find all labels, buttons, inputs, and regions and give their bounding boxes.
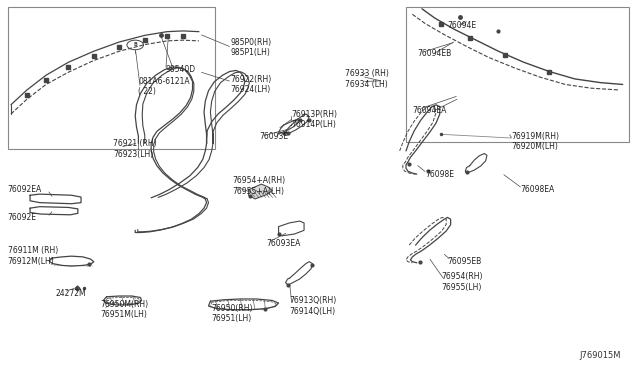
Text: J769015M: J769015M xyxy=(579,350,621,359)
Text: 98540D: 98540D xyxy=(166,65,196,74)
Text: 76094EB: 76094EB xyxy=(417,49,452,58)
Bar xyxy=(406,7,629,142)
Text: 76093E: 76093E xyxy=(259,132,289,141)
Text: 76094E: 76094E xyxy=(447,21,477,30)
Text: 76098EA: 76098EA xyxy=(521,185,555,194)
Circle shape xyxy=(127,40,143,50)
Text: 76092EA: 76092EA xyxy=(8,185,42,194)
Text: 76911M (RH)
76912M(LH): 76911M (RH) 76912M(LH) xyxy=(8,247,58,266)
Text: 76921 (RH)
76923(LH): 76921 (RH) 76923(LH) xyxy=(113,140,157,159)
Text: 76950M(RH)
76951M(LH): 76950M(RH) 76951M(LH) xyxy=(100,300,148,320)
Text: B: B xyxy=(133,42,137,48)
Bar xyxy=(8,7,215,149)
Text: 76092E: 76092E xyxy=(8,213,36,222)
Text: 76950(RH)
76951(LH): 76950(RH) 76951(LH) xyxy=(212,304,253,323)
Text: 24272M: 24272M xyxy=(56,289,86,298)
Text: 76919M(RH)
76920M(LH): 76919M(RH) 76920M(LH) xyxy=(511,132,559,151)
Text: 081A6-6121A
( 22): 081A6-6121A ( 22) xyxy=(138,77,190,96)
Text: 76094EA: 76094EA xyxy=(412,106,447,115)
Text: 76933 (RH)
76934 (LH): 76933 (RH) 76934 (LH) xyxy=(346,69,389,89)
Text: 76913P(RH)
76914P(LH): 76913P(RH) 76914P(LH) xyxy=(291,110,337,129)
Text: 76093EA: 76093EA xyxy=(266,239,300,248)
Text: 76095EB: 76095EB xyxy=(447,257,482,266)
Polygon shape xyxy=(248,184,272,199)
Text: 76954+A(RH)
76955+A(LH): 76954+A(RH) 76955+A(LH) xyxy=(232,176,285,196)
Text: 76098E: 76098E xyxy=(425,170,454,179)
Text: 76922(RH)
76924(LH): 76922(RH) 76924(LH) xyxy=(231,75,272,94)
Text: 76954(RH)
76955(LH): 76954(RH) 76955(LH) xyxy=(441,272,483,292)
Text: 76913Q(RH)
76914Q(LH): 76913Q(RH) 76914Q(LH) xyxy=(289,296,337,316)
Text: 985P0(RH)
985P1(LH): 985P0(RH) 985P1(LH) xyxy=(231,38,272,57)
